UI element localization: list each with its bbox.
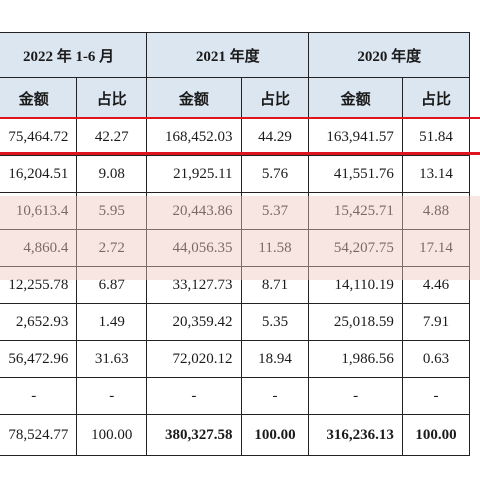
table-row: 12,255.78 6.87 33,127.73 8.71 14,110.19 …: [0, 266, 471, 304]
amount-cell: 33,127.73: [146, 266, 242, 304]
ratio-cell: 1.49: [76, 303, 148, 341]
ratio-header: 占比: [240, 77, 310, 119]
table-row: - - - - - -: [0, 377, 471, 415]
ratio-cell: 0.63: [401, 340, 471, 378]
amount-cell: 12,255.78: [0, 266, 78, 304]
ratio-cell: 11.58: [240, 229, 310, 267]
ratio-cell: 8.71: [240, 266, 310, 304]
ratio-cell: 13.14: [401, 155, 471, 193]
amount-cell: -: [146, 377, 242, 415]
ratio-cell: -: [401, 377, 471, 415]
amount-header: 金额: [0, 77, 78, 119]
total-ratio-cell: 100.00: [240, 414, 310, 456]
ratio-cell: 4.88: [401, 192, 471, 230]
total-amount-cell: 316,236.13: [308, 414, 403, 456]
amount-cell: -: [308, 377, 403, 415]
ratio-cell: 5.95: [76, 192, 148, 230]
amount-cell: 1,986.56: [308, 340, 403, 378]
ratio-cell: 44.29: [240, 118, 310, 156]
ratio-cell: 51.84: [401, 118, 471, 156]
ratio-cell: -: [76, 377, 148, 415]
table-row: 4,860.4 2.72 44,056.35 11.58 54,207.75 1…: [0, 229, 471, 267]
amount-cell: 41,551.76: [308, 155, 403, 193]
ratio-cell: 42.27: [76, 118, 148, 156]
total-amount-cell: 78,524.77: [0, 414, 78, 456]
amount-cell: 44,056.35: [146, 229, 242, 267]
amount-cell: 75,464.72: [0, 118, 78, 156]
revenue-breakdown-table: 2022 年 1-6 月 2021 年度 2020 年度 金额 占比 金额 占比…: [0, 32, 471, 456]
table-row: 10,613.4 5.95 20,443.86 5.37 15,425.71 4…: [0, 192, 471, 230]
total-row: 78,524.77 100.00 380,327.58 100.00 316,2…: [0, 414, 471, 456]
amount-cell: 72,020.12: [146, 340, 242, 378]
ratio-cell: 6.87: [76, 266, 148, 304]
amount-cell: 2,652.93: [0, 303, 78, 341]
amount-cell: 20,443.86: [146, 192, 242, 230]
ratio-cell: -: [240, 377, 310, 415]
ratio-cell: 7.91: [401, 303, 471, 341]
ratio-header: 占比: [76, 77, 148, 119]
amount-cell: 56,472.96: [0, 340, 78, 378]
total-amount-cell: 380,327.58: [146, 414, 242, 456]
total-ratio-cell: 100.00: [76, 414, 148, 456]
column-header-row: 金额 占比 金额 占比 金额 占比: [0, 77, 471, 119]
ratio-cell: 17.14: [401, 229, 471, 267]
amount-header: 金额: [146, 77, 242, 119]
amount-cell: 21,925.11: [146, 155, 242, 193]
amount-cell: 4,860.4: [0, 229, 78, 267]
amount-cell: 163,941.57: [308, 118, 403, 156]
amount-cell: 25,018.59: [308, 303, 403, 341]
ratio-cell: 18.94: [240, 340, 310, 378]
ratio-cell: 5.35: [240, 303, 310, 341]
ratio-cell: 9.08: [76, 155, 148, 193]
ratio-cell: 5.76: [240, 155, 310, 193]
table-row: 2,652.93 1.49 20,359.42 5.35 25,018.59 7…: [0, 303, 471, 341]
period-2021-header: 2021 年度: [146, 32, 310, 78]
ratio-header: 占比: [401, 77, 471, 119]
table-row: 16,204.51 9.08 21,925.11 5.76 41,551.76 …: [0, 155, 471, 193]
amount-header: 金额: [308, 77, 403, 119]
amount-cell: 20,359.42: [146, 303, 242, 341]
ratio-cell: 5.37: [240, 192, 310, 230]
ratio-cell: 31.63: [76, 340, 148, 378]
ratio-cell: 2.72: [76, 229, 148, 267]
amount-cell: 168,452.03: [146, 118, 242, 156]
table-row: 56,472.96 31.63 72,020.12 18.94 1,986.56…: [0, 340, 471, 378]
ratio-cell: 4.46: [401, 266, 471, 304]
amount-cell: 54,207.75: [308, 229, 403, 267]
amount-cell: 14,110.19: [308, 266, 403, 304]
amount-cell: -: [0, 377, 78, 415]
amount-cell: 16,204.51: [0, 155, 78, 193]
period-2020-header: 2020 年度: [308, 32, 470, 78]
period-2022-h1-header: 2022 年 1-6 月: [0, 32, 148, 78]
total-ratio-cell: 100.00: [401, 414, 471, 456]
table-row: 75,464.72 42.27 168,452.03 44.29 163,941…: [0, 118, 471, 156]
amount-cell: 10,613.4: [0, 192, 78, 230]
amount-cell: 15,425.71: [308, 192, 403, 230]
period-header-row: 2022 年 1-6 月 2021 年度 2020 年度: [0, 32, 470, 78]
